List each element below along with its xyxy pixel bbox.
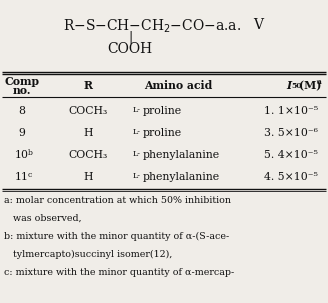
Text: 8: 8 [18, 106, 26, 116]
Text: no.: no. [13, 85, 31, 96]
Text: 50: 50 [291, 82, 302, 90]
Text: phenylalanine: phenylalanine [143, 172, 220, 182]
Text: b: mixture with the minor quantity of α-(S-ace-: b: mixture with the minor quantity of α-… [4, 232, 229, 241]
Text: L-: L- [133, 106, 141, 114]
Text: 10: 10 [15, 150, 29, 160]
Text: V: V [253, 18, 263, 32]
Text: 9: 9 [19, 128, 26, 138]
Text: R: R [84, 80, 92, 91]
Text: 5. 4×10⁻⁵: 5. 4×10⁻⁵ [264, 150, 318, 160]
Text: 3. 5×10⁻⁶: 3. 5×10⁻⁶ [264, 128, 318, 138]
Text: c: mixture with the minor quantity of α-mercap-: c: mixture with the minor quantity of α-… [4, 268, 234, 277]
Text: a: a [317, 78, 322, 86]
Text: (M): (M) [299, 80, 321, 91]
Text: COCH₃: COCH₃ [68, 106, 108, 116]
Text: c: c [28, 171, 32, 179]
Text: COCH₃: COCH₃ [68, 150, 108, 160]
Text: was observed,: was observed, [4, 214, 82, 223]
Text: b: b [28, 149, 33, 157]
Text: proline: proline [143, 106, 182, 116]
Text: 1. 1×10⁻⁵: 1. 1×10⁻⁵ [264, 106, 318, 116]
Text: 11: 11 [15, 172, 29, 182]
Text: H: H [83, 128, 93, 138]
Text: COOH: COOH [108, 42, 153, 56]
Text: Comp: Comp [5, 76, 39, 87]
Text: L-: L- [133, 150, 141, 158]
Text: Amino acid: Amino acid [144, 80, 212, 91]
Text: R$-$S$-$CH$-$CH$_2$$-$CO$-$a.a.: R$-$S$-$CH$-$CH$_2$$-$CO$-$a.a. [63, 18, 241, 35]
Text: H: H [83, 172, 93, 182]
Text: |: | [128, 31, 132, 44]
Text: proline: proline [143, 128, 182, 138]
Text: tylmercapto)succinyl isomer(12),: tylmercapto)succinyl isomer(12), [4, 250, 173, 259]
Text: a: molar concentration at which 50% inhibition: a: molar concentration at which 50% inhi… [4, 196, 231, 205]
Text: L-: L- [133, 128, 141, 136]
Text: 4. 5×10⁻⁵: 4. 5×10⁻⁵ [264, 172, 318, 182]
Text: I: I [286, 80, 291, 91]
Text: phenylalanine: phenylalanine [143, 150, 220, 160]
Text: L-: L- [133, 172, 141, 180]
